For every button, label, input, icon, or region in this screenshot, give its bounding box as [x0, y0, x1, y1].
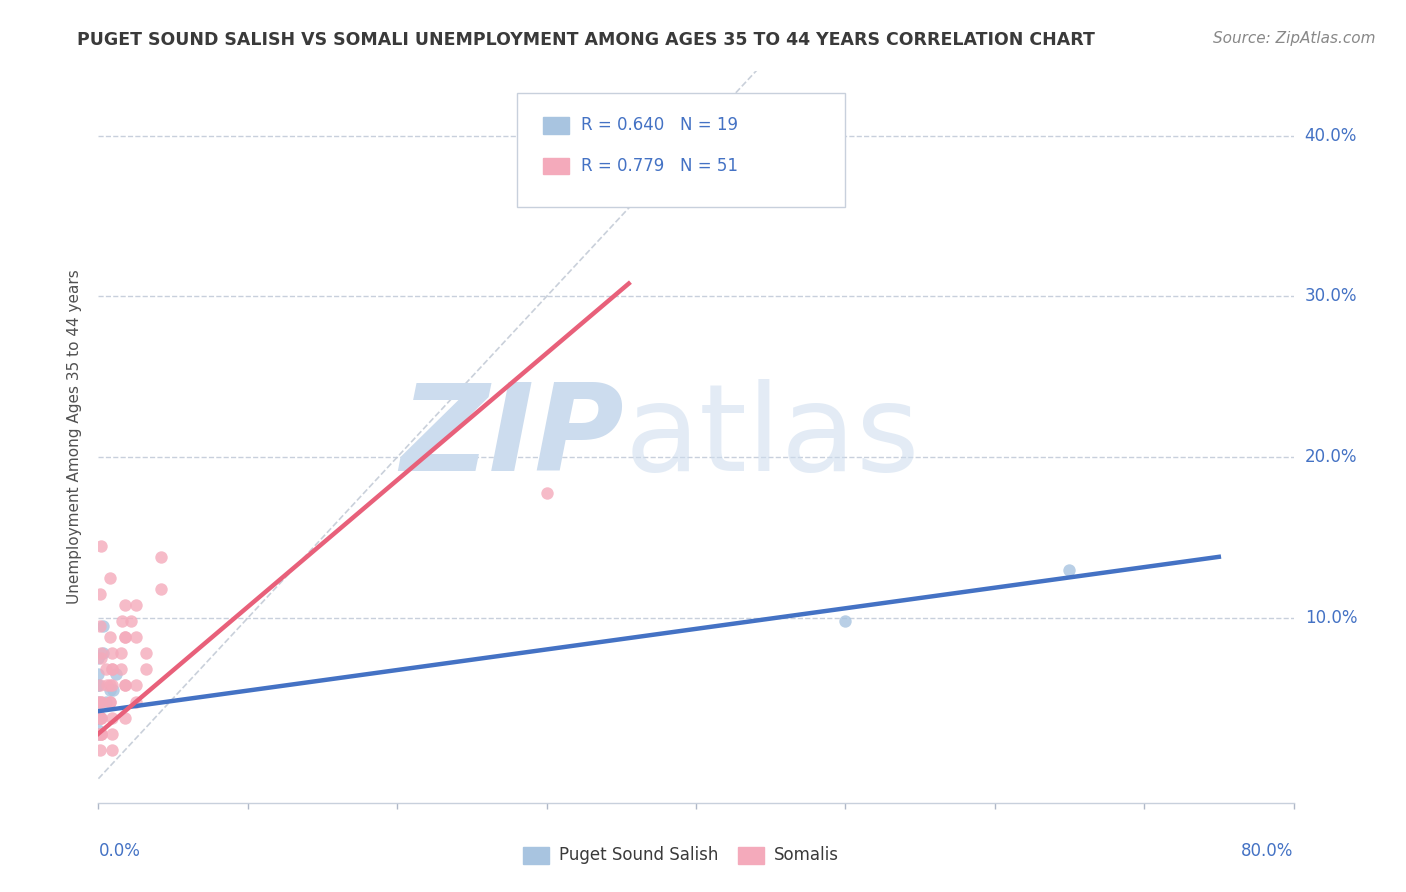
Text: Somalis: Somalis — [773, 847, 838, 864]
Point — [90, 727, 112, 741]
Point — [87, 678, 110, 692]
Point — [87, 707, 110, 722]
Point — [90, 646, 112, 660]
Text: Source: ZipAtlas.com: Source: ZipAtlas.com — [1212, 31, 1375, 46]
Point — [87, 727, 110, 741]
FancyBboxPatch shape — [523, 847, 548, 863]
Point — [114, 630, 136, 644]
Point — [98, 694, 122, 708]
Point — [87, 727, 110, 741]
Point — [114, 678, 136, 692]
Point — [98, 571, 122, 585]
Point — [90, 727, 112, 741]
Point — [111, 614, 134, 628]
Point — [150, 549, 173, 564]
Point — [150, 582, 173, 596]
Text: R = 0.779   N = 51: R = 0.779 N = 51 — [581, 158, 738, 176]
Point — [101, 710, 124, 724]
Point — [125, 630, 148, 644]
Point — [89, 743, 111, 757]
Point — [834, 614, 856, 628]
Point — [87, 651, 110, 665]
Text: 0.0%: 0.0% — [98, 842, 141, 860]
Point — [87, 710, 110, 724]
Text: 80.0%: 80.0% — [1241, 842, 1294, 860]
Point — [90, 539, 112, 553]
Point — [101, 662, 124, 676]
Point — [90, 710, 112, 724]
Text: ZIP: ZIP — [401, 378, 624, 496]
Point — [101, 646, 124, 660]
Point — [101, 662, 124, 676]
Point — [103, 683, 125, 698]
Point — [87, 678, 110, 692]
Point — [98, 630, 122, 644]
Point — [1059, 563, 1081, 577]
Point — [89, 587, 111, 601]
Point — [89, 710, 111, 724]
Text: 30.0%: 30.0% — [1305, 287, 1357, 305]
Y-axis label: Unemployment Among Ages 35 to 44 years: Unemployment Among Ages 35 to 44 years — [67, 269, 83, 605]
Point — [87, 694, 110, 708]
Point — [87, 710, 110, 724]
Point — [105, 667, 128, 681]
Point — [89, 619, 111, 633]
Point — [101, 678, 124, 692]
Point — [110, 646, 132, 660]
Point — [120, 614, 142, 628]
Point — [87, 694, 110, 708]
Point — [101, 743, 124, 757]
Text: 10.0%: 10.0% — [1305, 609, 1357, 627]
Point — [98, 694, 122, 708]
Point — [87, 710, 110, 724]
Point — [114, 710, 136, 724]
Point — [536, 485, 558, 500]
Point — [96, 678, 118, 692]
Point — [89, 678, 111, 692]
Point — [135, 646, 157, 660]
Point — [90, 694, 112, 708]
Point — [94, 694, 117, 708]
FancyBboxPatch shape — [543, 159, 569, 175]
Point — [125, 694, 148, 708]
Point — [94, 662, 117, 676]
Point — [135, 662, 157, 676]
Text: 20.0%: 20.0% — [1305, 448, 1357, 467]
Point — [91, 619, 114, 633]
Point — [125, 598, 148, 612]
Point — [90, 694, 112, 708]
Point — [90, 727, 112, 741]
Text: PUGET SOUND SALISH VS SOMALI UNEMPLOYMENT AMONG AGES 35 TO 44 YEARS CORRELATION : PUGET SOUND SALISH VS SOMALI UNEMPLOYMEN… — [77, 31, 1095, 49]
Text: Puget Sound Salish: Puget Sound Salish — [558, 847, 718, 864]
Point — [87, 723, 110, 738]
Point — [90, 651, 112, 665]
Point — [87, 667, 110, 681]
Point — [114, 598, 136, 612]
FancyBboxPatch shape — [543, 118, 569, 134]
Point — [89, 710, 111, 724]
Point — [90, 710, 112, 724]
Point — [101, 727, 124, 741]
FancyBboxPatch shape — [738, 847, 763, 863]
Text: 40.0%: 40.0% — [1305, 127, 1357, 145]
Point — [114, 678, 136, 692]
Point — [110, 662, 132, 676]
FancyBboxPatch shape — [517, 94, 845, 207]
Point — [98, 678, 122, 692]
Point — [91, 646, 114, 660]
Point — [114, 630, 136, 644]
Text: R = 0.640   N = 19: R = 0.640 N = 19 — [581, 117, 738, 135]
Point — [98, 683, 122, 698]
Point — [125, 678, 148, 692]
Text: atlas: atlas — [624, 378, 920, 496]
